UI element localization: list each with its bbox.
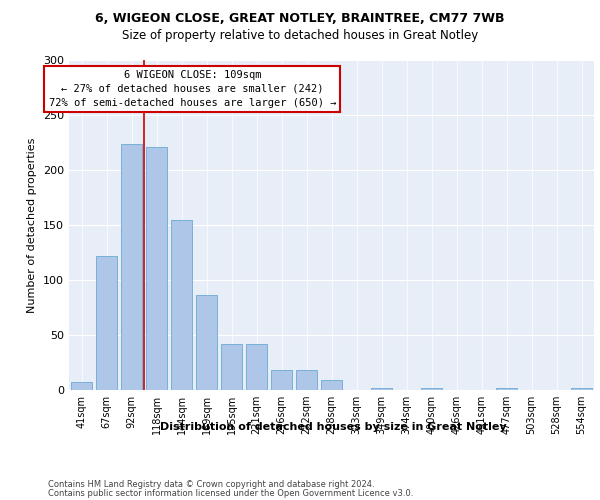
Y-axis label: Number of detached properties: Number of detached properties (28, 138, 37, 312)
Bar (271, 370, 292, 390)
Bar (571, 388, 592, 390)
Bar (321, 380, 342, 390)
Bar (121, 144, 142, 390)
Bar (71, 382, 92, 390)
Bar (146, 147, 167, 390)
Text: Contains HM Land Registry data © Crown copyright and database right 2024.: Contains HM Land Registry data © Crown c… (48, 480, 374, 489)
Bar (171, 220, 192, 390)
Bar (96, 256, 117, 390)
Bar (496, 388, 517, 390)
Text: Contains public sector information licensed under the Open Government Licence v3: Contains public sector information licen… (48, 488, 413, 498)
Bar (221, 344, 242, 390)
Text: Distribution of detached houses by size in Great Notley: Distribution of detached houses by size … (160, 422, 506, 432)
Bar (421, 388, 442, 390)
Bar (196, 296, 217, 390)
Text: 6, WIGEON CLOSE, GREAT NOTLEY, BRAINTREE, CM77 7WB: 6, WIGEON CLOSE, GREAT NOTLEY, BRAINTREE… (95, 12, 505, 26)
Text: Size of property relative to detached houses in Great Notley: Size of property relative to detached ho… (122, 29, 478, 42)
Bar (246, 344, 267, 390)
Bar (296, 370, 317, 390)
Text: 6 WIGEON CLOSE: 109sqm
← 27% of detached houses are smaller (242)
72% of semi-de: 6 WIGEON CLOSE: 109sqm ← 27% of detached… (49, 70, 336, 108)
Bar (371, 388, 392, 390)
